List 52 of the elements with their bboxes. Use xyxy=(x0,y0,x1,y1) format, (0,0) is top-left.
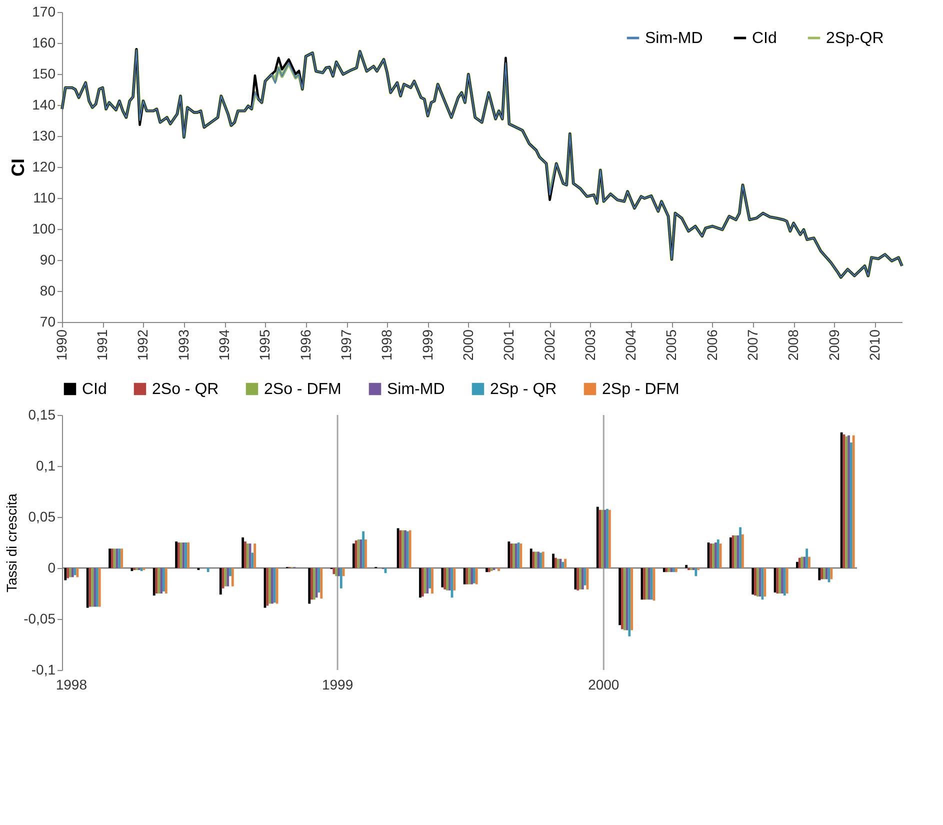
y-tick-label: 120 xyxy=(32,158,56,174)
x-tick-label: 2000 xyxy=(460,329,476,361)
y-axis-title: Tassi di crescita xyxy=(4,493,20,592)
y-tick-label: 100 xyxy=(32,220,56,236)
y-tick-label: 110 xyxy=(33,190,56,206)
x-tick-label: 1997 xyxy=(338,329,354,361)
x-tick-label: 2000 xyxy=(588,676,620,692)
x-tick-label: 2001 xyxy=(500,329,517,361)
legend-label: 2So - DFM xyxy=(264,381,342,398)
y-tick-label: -0,1 xyxy=(31,662,56,678)
legend-label: CId xyxy=(752,30,777,47)
y-tick-label: 70 xyxy=(40,314,56,330)
x-tick-label: 2003 xyxy=(582,329,598,361)
y-tick-label: 0,05 xyxy=(28,508,56,524)
y-tick-label: 80 xyxy=(40,282,56,298)
x-tick-label: 1999 xyxy=(322,676,354,692)
y-tick-label: -0,05 xyxy=(24,610,56,626)
y-tick-label: 140 xyxy=(32,96,56,112)
y-tick-label: 170 xyxy=(32,4,56,20)
x-tick-label: 2009 xyxy=(826,329,842,361)
y-tick-label: 0,1 xyxy=(36,458,56,474)
x-tick-label: 1993 xyxy=(175,329,192,361)
x-tick-label: 2002 xyxy=(541,329,558,361)
legend-label: 2Sp - DFM xyxy=(602,381,680,398)
x-tick-label: 1998 xyxy=(378,329,395,361)
legend-label: 2Sp-QR xyxy=(826,30,884,47)
x-tick-label: 2006 xyxy=(704,329,720,361)
legend-label: Sim-MD xyxy=(645,30,703,47)
x-tick-label: 1996 xyxy=(297,329,314,361)
y-tick-label: 150 xyxy=(32,66,56,82)
y-tick-label: 160 xyxy=(32,34,56,50)
x-tick-label: 2008 xyxy=(785,329,802,361)
y-tick-label: 90 xyxy=(40,252,56,268)
legend-label: CId xyxy=(82,381,107,398)
legend-label: 2Sp - QR xyxy=(490,381,557,398)
x-tick-label: 1999 xyxy=(419,329,436,361)
x-tick-label: 1994 xyxy=(216,329,232,361)
y-tick-label: 130 xyxy=(32,128,56,144)
x-tick-label: 1990 xyxy=(54,329,70,361)
x-tick-label: 1991 xyxy=(94,329,110,361)
y-tick-label: 0 xyxy=(48,560,56,576)
legend-label: 2So - QR xyxy=(152,381,219,398)
y-axis-title: CI xyxy=(8,158,28,176)
x-tick-label: 2004 xyxy=(622,329,639,361)
y-tick-label: 0,15 xyxy=(28,406,56,422)
x-tick-label: 2005 xyxy=(663,329,680,361)
x-tick-label: 1998 xyxy=(56,676,88,692)
x-tick-label: 1995 xyxy=(256,329,273,361)
legend-label: Sim-MD xyxy=(387,381,445,398)
x-tick-label: 2007 xyxy=(744,329,760,361)
x-tick-label: 2010 xyxy=(866,329,882,361)
x-tick-label: 1992 xyxy=(134,329,151,361)
